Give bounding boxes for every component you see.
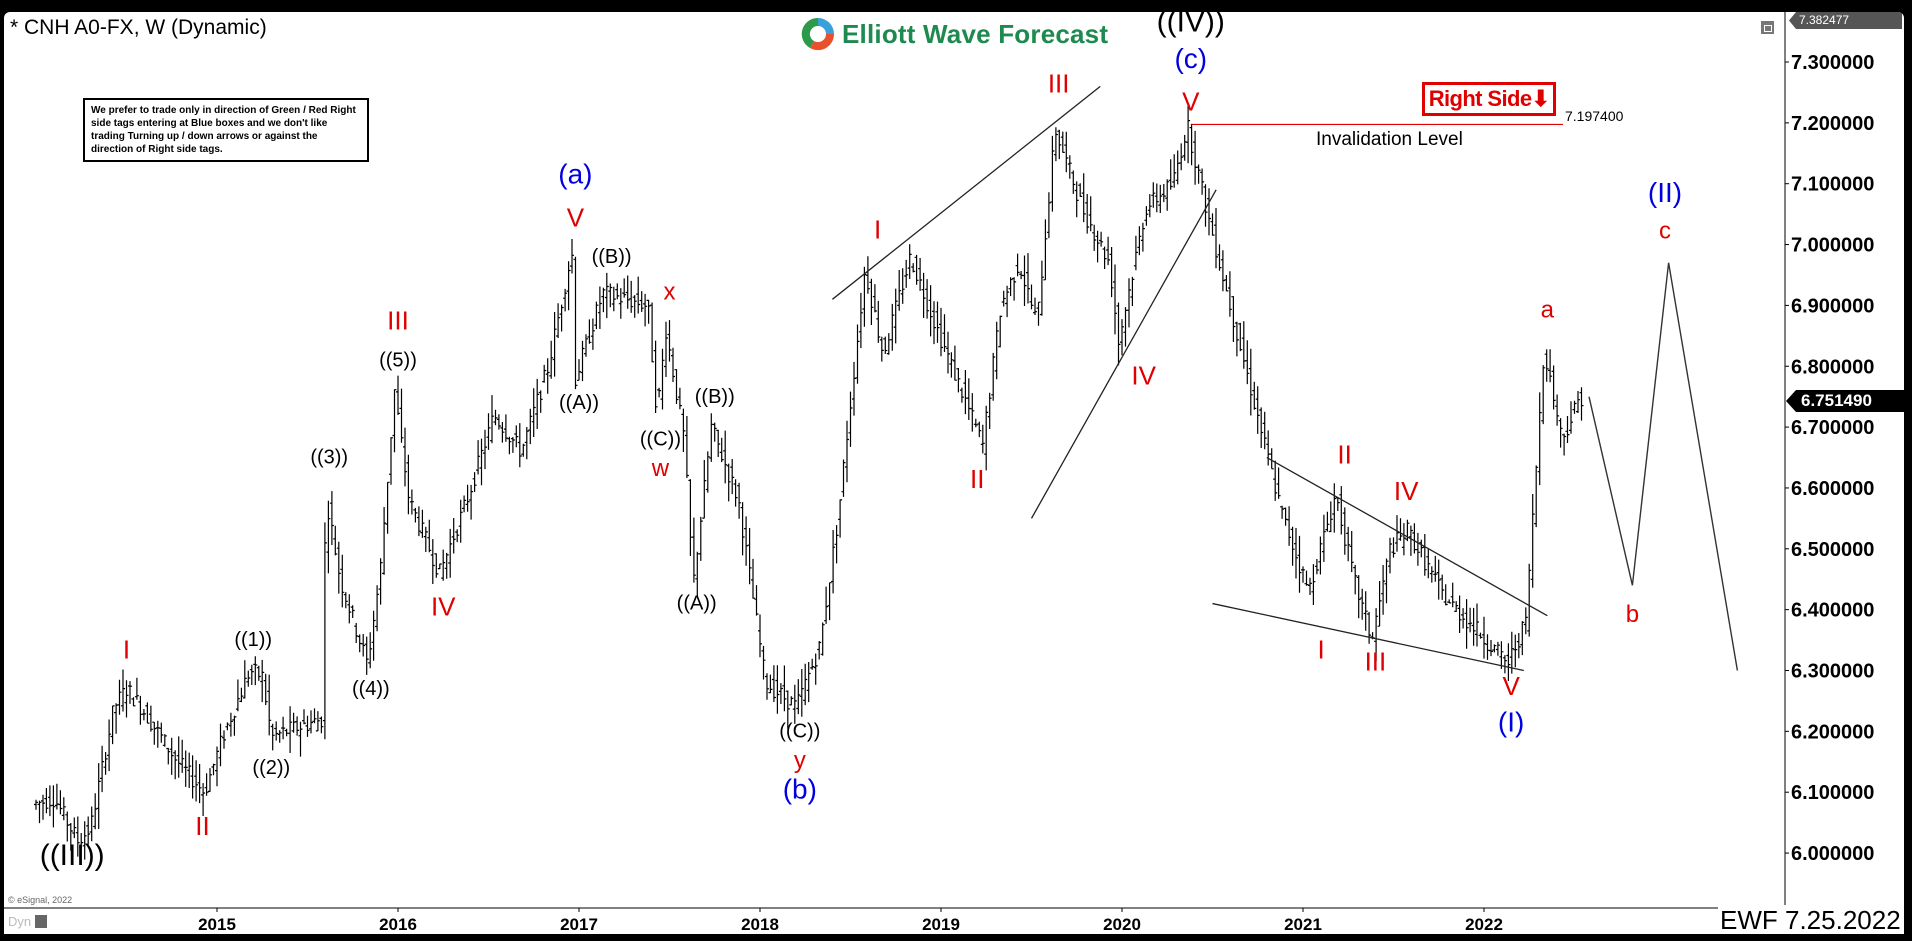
y-tick-label: 7.300000 [1791,52,1874,74]
right-side-tag: Right Side⬇ [1422,82,1556,116]
wave-label: b [1626,601,1639,628]
chart-frame: 7.300000 7.200000 7.100000 7.000000 6.900000… [4,12,1904,934]
wave-label: ((C)) [779,720,820,742]
logo-icon [801,17,835,51]
y-tick-label: 6.900000 [1791,295,1874,317]
x-tick-label: 2022 [1465,915,1503,934]
wave-label: I [1317,634,1324,664]
wave-label: I [874,214,881,244]
chart-title: * CNH A0-FX, W (Dynamic) [10,16,267,39]
price-chart[interactable]: 7.300000 7.200000 7.100000 7.000000 6.900000… [4,12,1904,934]
wave-label: (b) [783,773,817,804]
wave-label: ((3)) [310,447,348,469]
x-tick-label: 2020 [1103,915,1141,934]
wave-label: ((B)) [695,386,735,408]
wave-label: IV [431,592,456,622]
wave-label: ((IV)) [1157,12,1225,39]
wave-label: ((C)) [640,428,681,450]
footer-stamp: EWF 7.25.2022 [1718,905,1903,934]
ohlc-bars [34,105,1584,860]
wave-label: II [970,464,984,494]
wave-label: (c) [1174,43,1207,74]
y-tick-label: 6.500000 [1791,539,1874,561]
restore-window-icon[interactable] [1761,21,1774,34]
y-tick-label: 6.600000 [1791,478,1874,500]
wave-label: ((A)) [559,392,599,414]
invalidation-value: 7.197400 [1565,108,1624,124]
x-tick-label: 2018 [741,915,779,934]
wave-label: (a) [558,159,592,190]
wave-label: a [1541,297,1555,324]
invalidation-label: Invalidation Level [1316,129,1463,150]
last-price-badge: 6.751490 [1786,390,1904,412]
wave-label: IV [1394,476,1419,506]
x-tick-label: 2017 [560,915,598,934]
x-tick-label: 2021 [1284,915,1322,934]
projection-path[interactable] [1588,262,1739,671]
copyright: © eSignal, 2022 [8,895,73,905]
y-tick-label: 6.700000 [1791,417,1874,439]
wave-label: II [195,811,209,841]
wave-label: III [1048,68,1070,98]
wave-label: x [664,278,676,305]
trading-notice: We prefer to trade only in direction of … [83,98,369,162]
wave-label: w [651,455,670,482]
y-tick-label: 7.100000 [1791,174,1874,196]
wave-label: IV [1131,361,1156,391]
trendline[interactable] [1030,189,1217,519]
y-tick-label: 6.100000 [1791,782,1874,804]
x-tick-label: 2015 [198,915,236,934]
trendline[interactable] [831,85,1101,300]
y-tick-label: 6.300000 [1791,661,1874,683]
x-tick-label: 2016 [379,915,417,934]
y-tick-label: 6.000000 [1791,843,1874,865]
wave-label: (II) [1648,177,1682,208]
high-price-badge: 7.382477 [1789,12,1902,29]
dynamic-toggle[interactable]: Dyn [8,914,48,929]
wave-label: III [1365,647,1387,677]
wave-label: ((1)) [234,629,272,651]
y-tick-label: 7.200000 [1791,113,1874,135]
wave-label: III [387,306,409,336]
wave-label: c [1659,217,1671,244]
dyn-label: Dyn [8,914,32,929]
wave-label: V [1502,671,1520,701]
price-bars [34,105,1584,860]
y-tick-label: 7.000000 [1791,235,1874,257]
lock-icon[interactable] [35,915,48,928]
wave-label: II [1337,440,1351,470]
wave-label: y [794,747,806,774]
wave-label: ((5)) [379,349,417,371]
wave-label: I [123,634,130,664]
y-tick-label: 6.400000 [1791,600,1874,622]
logo-text: Elliott Wave Forecast [842,18,1109,49]
wave-label: ((2)) [252,757,290,779]
trendline[interactable] [1266,456,1548,617]
trendline[interactable] [1212,602,1524,672]
wave-label: V [1182,87,1200,117]
wave-label: ((III)) [40,839,105,872]
x-tick-label: 2019 [922,915,960,934]
wave-label: ((A)) [677,593,717,615]
wave-label: (I) [1498,706,1524,737]
y-tick-label: 6.200000 [1791,721,1874,743]
y-tick-label: 6.800000 [1791,356,1874,378]
wave-label: V [567,202,585,232]
logo: Elliott Wave Forecast [800,14,1108,54]
wave-label: ((B)) [592,246,632,268]
wave-label: ((4)) [352,678,390,700]
